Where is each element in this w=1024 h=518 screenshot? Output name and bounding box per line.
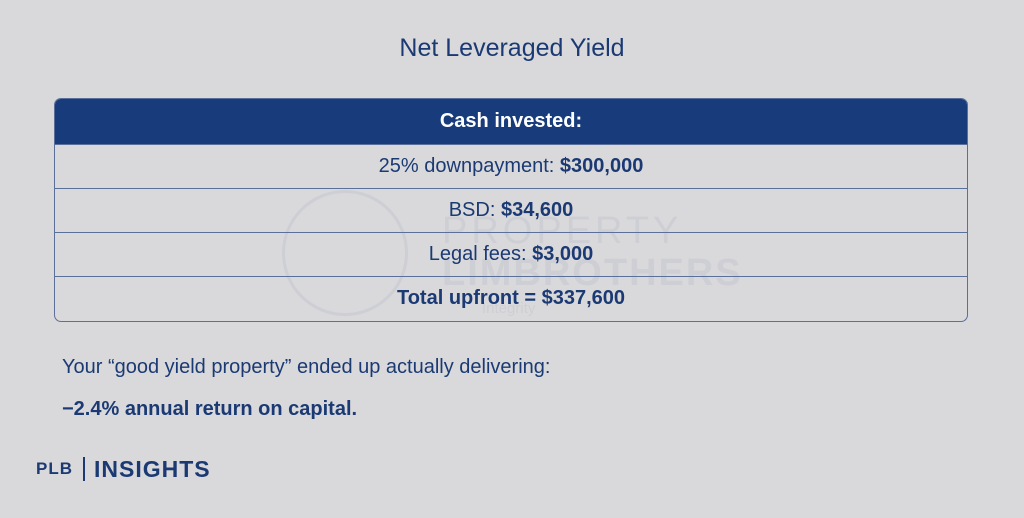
logo-brand: PLB bbox=[36, 459, 73, 478]
logo-divider bbox=[83, 457, 85, 481]
row-label: 25% downpayment: bbox=[378, 155, 555, 177]
summary-result: −2.4% annual return on capital. bbox=[62, 398, 358, 420]
page-title: Net Leveraged Yield bbox=[399, 34, 625, 62]
table-row-legal-fees: Legal fees: $3,000 bbox=[55, 232, 967, 276]
row-value: $300,000 bbox=[559, 155, 644, 177]
cash-invested-table: Cash invested: 25% downpayment: $300,000… bbox=[54, 98, 968, 322]
row-value: $3,000 bbox=[532, 243, 594, 265]
row-label: Total upfront = bbox=[396, 287, 537, 309]
table-header: Cash invested: bbox=[55, 99, 967, 144]
row-label: Legal fees: bbox=[428, 243, 527, 265]
table-row-downpayment: 25% downpayment: $300,000 bbox=[55, 144, 967, 188]
summary-text: Your “good yield property” ended up actu… bbox=[62, 356, 551, 378]
logo-section: INSIGHTS bbox=[94, 455, 211, 482]
table-row-total: Total upfront = $337,600 bbox=[55, 276, 967, 320]
plb-insights-logo: PLB INSIGHTS bbox=[36, 454, 211, 484]
row-value: $337,600 bbox=[541, 287, 626, 309]
table-row-bsd: BSD: $34,600 bbox=[55, 188, 967, 232]
row-value: $34,600 bbox=[500, 199, 574, 221]
row-label: BSD: bbox=[448, 199, 496, 221]
